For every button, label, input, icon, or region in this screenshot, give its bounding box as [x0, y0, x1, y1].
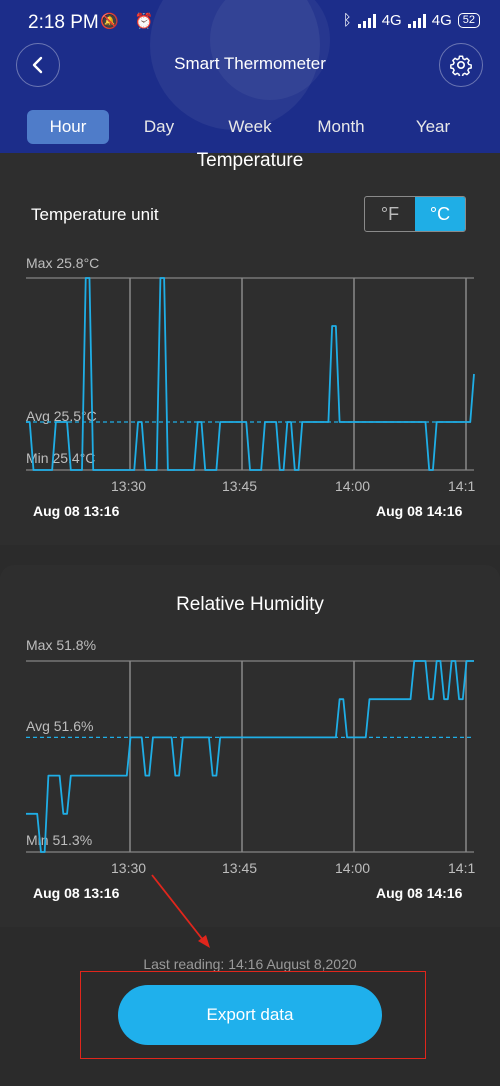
temp-avg-label: Avg 25.5°C — [26, 408, 97, 424]
back-button[interactable] — [16, 43, 60, 87]
humidity-card — [0, 565, 500, 927]
temperature-unit-label: Temperature unit — [31, 205, 159, 224]
temp-min-label: Min 25.4°C — [26, 450, 96, 466]
signal-icon — [407, 13, 426, 28]
humidity-x-tick: 14:00 — [335, 860, 371, 876]
temp-x-tick: 14:00 — [335, 478, 371, 494]
temp-end-date: Aug 08 14:16 — [376, 503, 463, 519]
series-line — [26, 277, 475, 471]
series-line — [26, 660, 474, 853]
tab-day[interactable]: Day — [143, 117, 175, 136]
temperature-chart — [26, 277, 475, 471]
humidity-title: Relative Humidity — [176, 594, 324, 615]
temp-max-label: Max 25.8°C — [26, 255, 100, 271]
temp-x-tick: 13:30 — [111, 478, 147, 494]
battery-icon: 52 — [457, 13, 480, 28]
temp-start-date: Aug 08 13:16 — [33, 503, 120, 519]
card-separator — [0, 545, 500, 565]
humidity-end-date: Aug 08 14:16 — [376, 885, 463, 901]
header-decoration — [150, 0, 320, 130]
annotation-arrow — [151, 874, 210, 948]
status-time: 2:18 PM — [28, 12, 99, 33]
period-tabs: Hour Day Week Month Year — [0, 107, 500, 147]
last-reading-text: Last reading: 14:16 August 8,2020 — [143, 956, 357, 972]
status-right-icons: ᛒ 4G 4G 52 — [343, 12, 480, 29]
temperature-title: Temperature — [196, 150, 304, 171]
unit-fahrenheit-button[interactable]: °F — [380, 203, 400, 224]
network-label: 4G — [431, 12, 452, 29]
export-data-button[interactable]: Export data — [118, 985, 382, 1045]
humidity-x-tick: 14:1 — [448, 860, 476, 876]
bluetooth-icon: ᛒ — [342, 12, 352, 29]
humidity-max-label: Max 51.8% — [26, 637, 97, 653]
tab-hour[interactable]: Hour — [27, 110, 109, 144]
humidity-x-tick: 13:45 — [222, 860, 258, 876]
status-bar: 2:18 PM 🔕 ⏰ ᛒ 4G 4G 52 — [0, 0, 500, 44]
settings-button[interactable] — [439, 43, 483, 87]
app-header: 2:18 PM 🔕 ⏰ ᛒ 4G 4G 52 Smart Thermometer… — [0, 0, 500, 153]
humidity-x-tick: 13:30 — [111, 860, 147, 876]
temp-x-tick: 14:1 — [448, 478, 476, 494]
annotation-highlight-box — [80, 971, 426, 1059]
status-notification-icons: 🔕 ⏰ — [100, 13, 160, 30]
temp-x-tick: 13:45 — [222, 478, 258, 494]
tab-year[interactable]: Year — [415, 117, 451, 136]
humidity-chart — [26, 660, 474, 853]
chevron-left-icon — [32, 56, 43, 74]
gear-icon — [450, 55, 472, 76]
humidity-avg-label: Avg 51.6% — [26, 718, 94, 734]
temperature-unit-toggle: °F °C — [364, 196, 466, 232]
header-decoration — [210, 0, 330, 100]
humidity-min-label: Min 51.3% — [26, 832, 93, 848]
humidity-start-date: Aug 08 13:16 — [33, 885, 120, 901]
unit-celsius-button[interactable]: °C — [415, 197, 465, 231]
signal-icon — [357, 13, 376, 28]
network-label: 4G — [381, 12, 402, 29]
page-title: Smart Thermometer — [174, 54, 326, 73]
tab-month[interactable]: Month — [317, 117, 365, 136]
tab-week[interactable]: Week — [228, 117, 272, 136]
